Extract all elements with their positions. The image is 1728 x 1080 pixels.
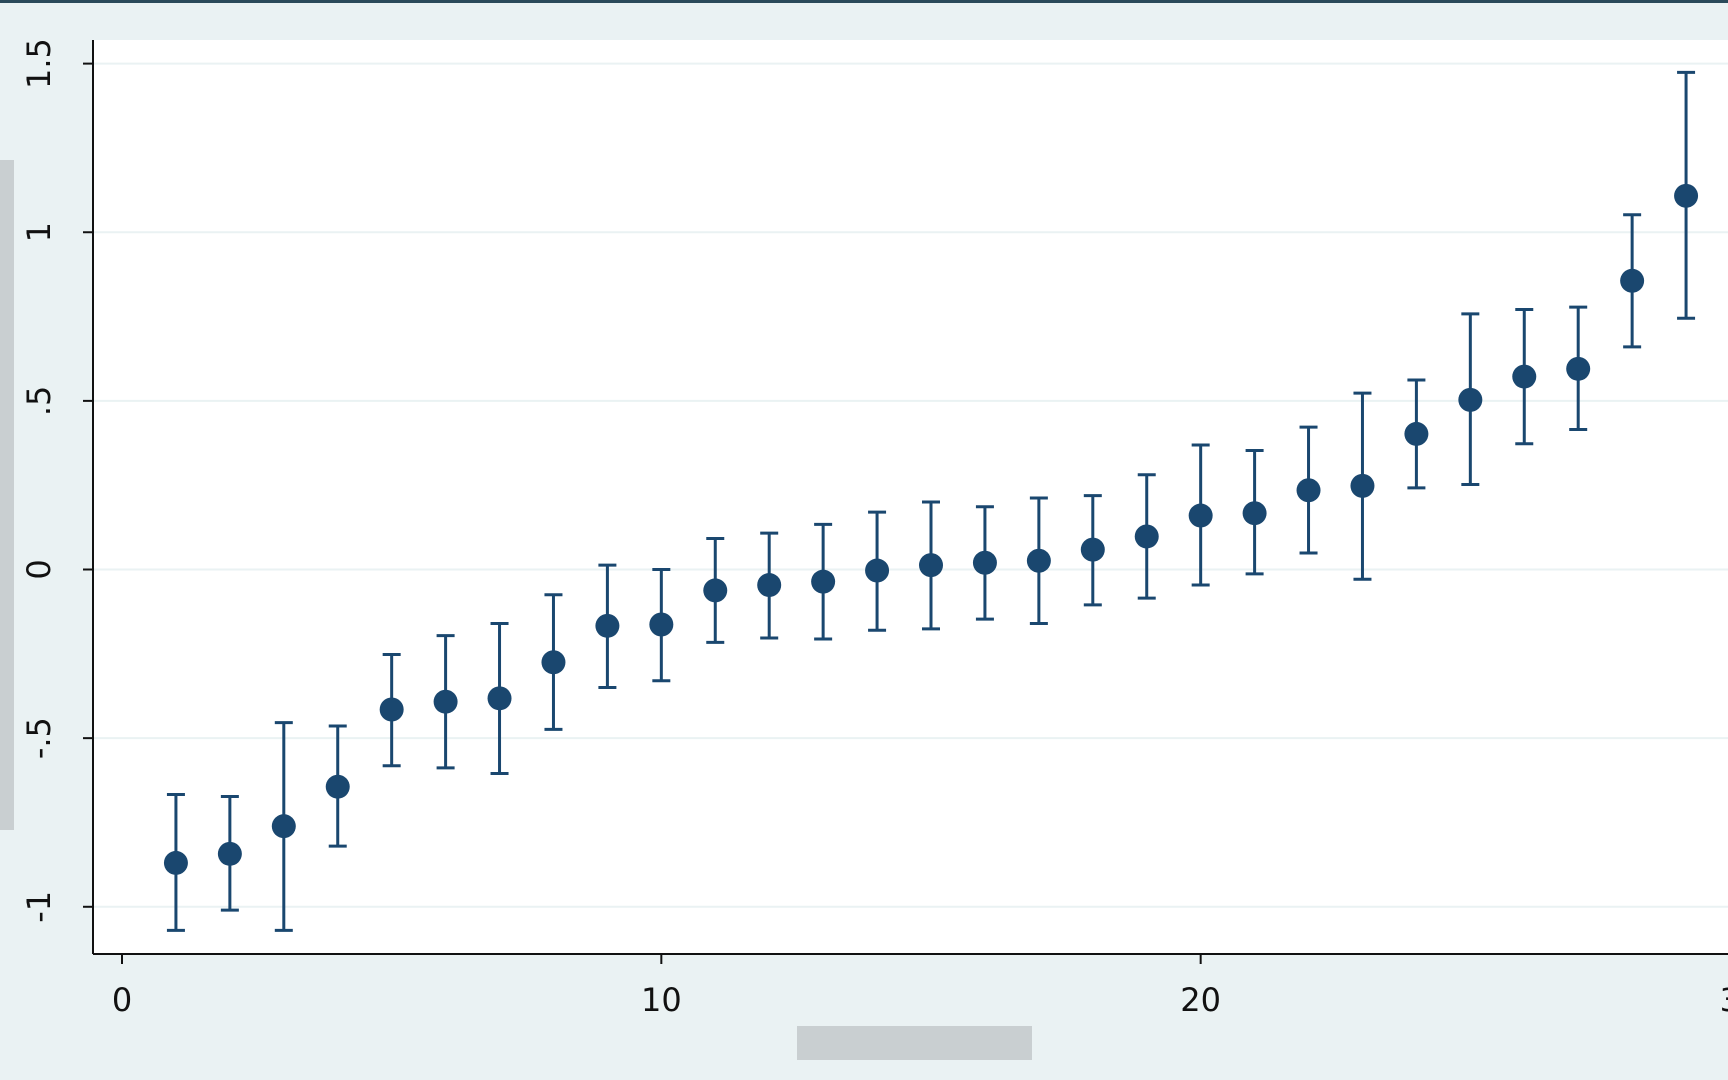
- point: [703, 578, 728, 603]
- point: [271, 814, 296, 839]
- point: [1674, 183, 1699, 208]
- point: [1350, 473, 1375, 498]
- y-tick-label: 0: [20, 559, 58, 579]
- point: [1512, 364, 1537, 389]
- x-tick-label: 30: [1720, 981, 1728, 1019]
- point: [1566, 356, 1591, 381]
- point: [649, 612, 674, 637]
- point: [1188, 503, 1213, 528]
- y-tick-label: -.5: [20, 717, 58, 759]
- y-tick-label: -1: [20, 891, 58, 923]
- point: [1458, 387, 1483, 412]
- point: [919, 553, 943, 578]
- point: [972, 550, 997, 575]
- point: [811, 569, 836, 594]
- point: [217, 841, 242, 866]
- point: [1026, 548, 1051, 573]
- point: [1242, 501, 1267, 526]
- point: [541, 650, 566, 675]
- point: [1620, 268, 1645, 293]
- x-tick-label: 0: [112, 981, 132, 1019]
- x-tick-label: 20: [1180, 981, 1221, 1019]
- point: [865, 558, 890, 583]
- plot-area: [93, 40, 1728, 954]
- point: [163, 850, 188, 875]
- point: [487, 686, 512, 711]
- point: [433, 689, 458, 714]
- point: [595, 613, 620, 638]
- top-border: [0, 0, 1728, 3]
- point: [1134, 524, 1159, 549]
- y-tick-label: .5: [20, 386, 58, 417]
- point: [379, 697, 404, 722]
- y-tick-label: 1.5: [20, 38, 58, 89]
- y-tick-label: 1: [20, 222, 58, 242]
- point: [325, 774, 350, 799]
- point: [757, 573, 782, 598]
- x-tick-label: 10: [641, 981, 682, 1019]
- point: [1080, 537, 1105, 562]
- blurred-axis-title: [0, 160, 1032, 1060]
- point: [1404, 421, 1429, 446]
- point: [1296, 478, 1321, 503]
